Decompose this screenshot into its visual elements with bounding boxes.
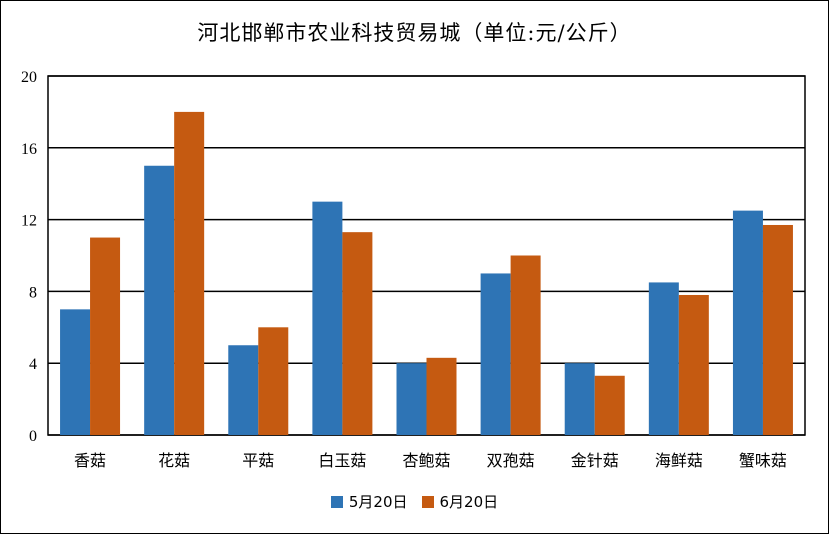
bar-1-7 — [564, 363, 595, 435]
bar-2-2 — [174, 111, 205, 436]
y-tick-label: 4 — [29, 356, 37, 373]
bar-2-5 — [426, 357, 457, 435]
bar-2-4 — [342, 232, 373, 435]
y-tick-label: 12 — [21, 213, 37, 230]
x-tick-label: 海鲜菇 — [655, 451, 703, 470]
x-tick-label: 双孢菇 — [487, 451, 535, 470]
bar-1-3 — [228, 345, 259, 435]
y-tick-label: 20 — [21, 69, 37, 86]
legend-item-series-1: 5月20日 — [330, 491, 408, 512]
y-tick-label: 8 — [29, 284, 37, 301]
bar-1-9 — [732, 210, 763, 435]
legend: 5月20日 6月20日 — [1, 491, 828, 512]
bar-1-4 — [312, 201, 343, 435]
legend-item-series-2: 6月20日 — [421, 491, 499, 512]
bar-2-1 — [90, 237, 121, 435]
bar-1-2 — [144, 165, 175, 435]
bar-1-6 — [480, 273, 511, 435]
x-tick-label: 香菇 — [74, 451, 106, 470]
y-tick-label: 0 — [29, 428, 37, 445]
x-tick-label: 平菇 — [242, 451, 274, 470]
x-tick-label: 蟹味菇 — [739, 451, 787, 470]
x-tick-label: 花菇 — [158, 451, 190, 470]
x-tick-label: 杏鲍菇 — [402, 451, 450, 470]
x-tick-label: 白玉菇 — [318, 451, 366, 470]
legend-swatch-series-1 — [330, 495, 343, 508]
bar-2-8 — [678, 294, 709, 435]
legend-label-series-1: 5月20日 — [348, 493, 408, 511]
bar-1-1 — [60, 309, 91, 435]
chart-title: 河北邯郸市农业科技贸易城（单位:元/公斤） — [197, 21, 632, 45]
x-tick-label: 金针菇 — [571, 451, 619, 470]
legend-swatch-series-2 — [421, 495, 434, 508]
bar-1-8 — [648, 282, 679, 435]
bar-2-6 — [510, 255, 541, 435]
bar-2-3 — [258, 327, 289, 435]
y-tick-label: 16 — [21, 141, 37, 158]
bar-2-7 — [594, 375, 625, 435]
bar-1-5 — [396, 363, 427, 435]
legend-label-series-2: 6月20日 — [439, 493, 499, 511]
bar-2-9 — [762, 224, 793, 435]
